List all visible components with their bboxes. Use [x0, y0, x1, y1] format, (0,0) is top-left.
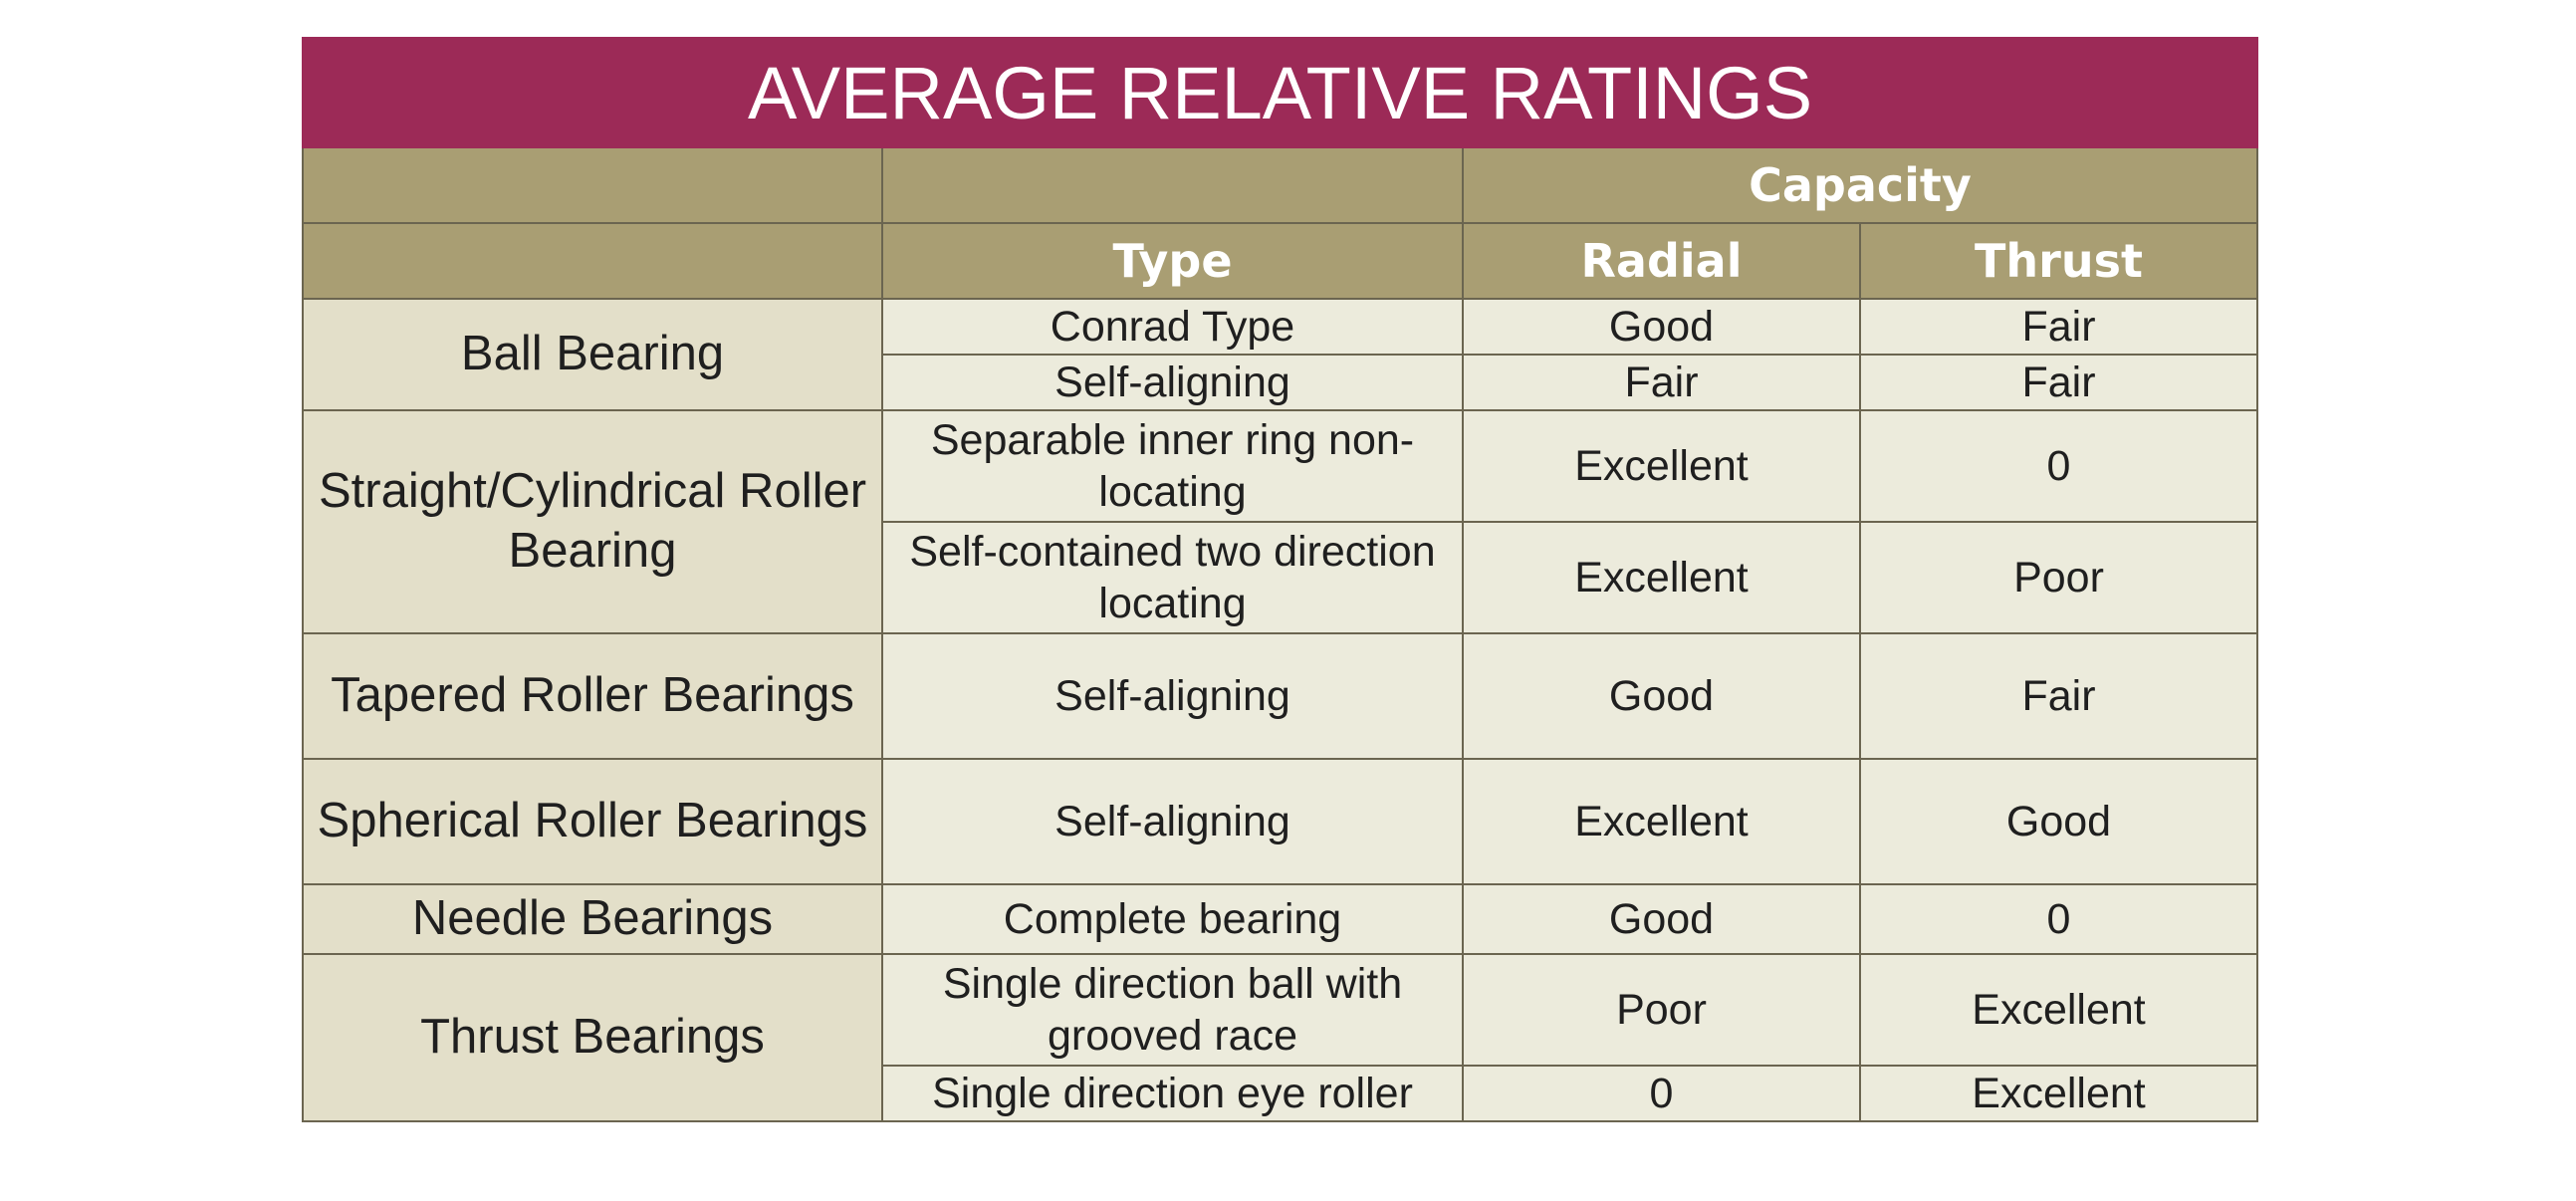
bearing-name-cell: Spherical Roller Bearings: [302, 758, 883, 885]
header-row-columns: Type Radial Thrust: [302, 222, 2259, 300]
thrust-cell: 0: [1858, 409, 2259, 523]
header-row-capacity: Capacity: [302, 146, 2259, 224]
table-row: Thrust Bearings Single direction ball wi…: [302, 953, 2259, 1122]
thrust-cell: Poor: [1858, 521, 2259, 634]
header-radial: Radial: [1462, 222, 1861, 300]
type-cell: Self-aligning: [881, 758, 1464, 885]
table-row: Ball Bearing Conrad Type Good Fair: [302, 298, 2259, 411]
radial-cell: Good: [1462, 632, 1861, 760]
type-cell: Complete bearing: [881, 883, 1464, 955]
type-cell: Conrad Type: [881, 298, 1464, 356]
bearing-name-cell: Thrust Bearings: [302, 953, 883, 1122]
radial-cell: Excellent: [1462, 758, 1861, 885]
type-cell: Separable inner ring non-locating: [881, 409, 1464, 523]
table-row: Self-contained two direction locating Ex…: [303, 521, 2259, 634]
bearing-name-cell: Needle Bearings: [302, 883, 883, 955]
radial-cell: Excellent: [1462, 521, 1861, 634]
thrust-cell: Excellent: [1858, 1065, 2259, 1122]
thrust-cell: Excellent: [1858, 953, 2259, 1067]
thrust-cell: Fair: [1858, 298, 2259, 356]
radial-cell: Fair: [1462, 354, 1861, 411]
table-row: Tapered Roller Bearings Self-aligning Go…: [302, 632, 2259, 760]
table-row: Needle Bearings Complete bearing Good 0: [302, 883, 2259, 955]
thrust-cell: Fair: [1858, 632, 2259, 760]
type-cell: Self-aligning: [881, 632, 1464, 760]
radial-cell: 0: [1462, 1065, 1861, 1122]
header-type: Type: [881, 222, 1464, 300]
table-row: Single direction eye roller 0 Excellent: [303, 1065, 2259, 1122]
bearing-name-cell: Straight/Cylindrical Roller Bearing: [302, 409, 883, 634]
radial-cell: Excellent: [1462, 409, 1861, 523]
radial-cell: Good: [1462, 298, 1861, 356]
radial-cell: Poor: [1462, 953, 1861, 1067]
bearing-name-cell: Tapered Roller Bearings: [302, 632, 883, 760]
table-row: Straight/Cylindrical Roller Bearing Sepa…: [302, 409, 2259, 634]
type-cell: Single direction ball with grooved race: [881, 953, 1464, 1067]
header-blank-bearing: [302, 146, 883, 224]
type-cell: Self-aligning: [881, 354, 1464, 411]
thrust-cell: Fair: [1858, 354, 2259, 411]
header-blank-type: [881, 146, 1464, 224]
radial-cell: Good: [1462, 883, 1861, 955]
header-blank-bearing-2: [302, 222, 883, 300]
table-title: AVERAGE RELATIVE RATINGS: [301, 37, 2259, 148]
table-row: Self-aligning Fair Fair: [303, 354, 2259, 411]
bearing-name-cell: Ball Bearing: [302, 298, 883, 411]
header-capacity: Capacity: [1461, 146, 2259, 224]
header-thrust: Thrust: [1858, 222, 2259, 300]
type-cell: Self-contained two direction locating: [881, 521, 1464, 634]
type-cell: Single direction eye roller: [881, 1065, 1464, 1122]
ratings-table: AVERAGE RELATIVE RATINGS Capacity Type R…: [301, 37, 2259, 1122]
table-row: Spherical Roller Bearings Self-aligning …: [302, 758, 2259, 885]
thrust-cell: 0: [1858, 883, 2259, 955]
thrust-cell: Good: [1858, 758, 2259, 885]
